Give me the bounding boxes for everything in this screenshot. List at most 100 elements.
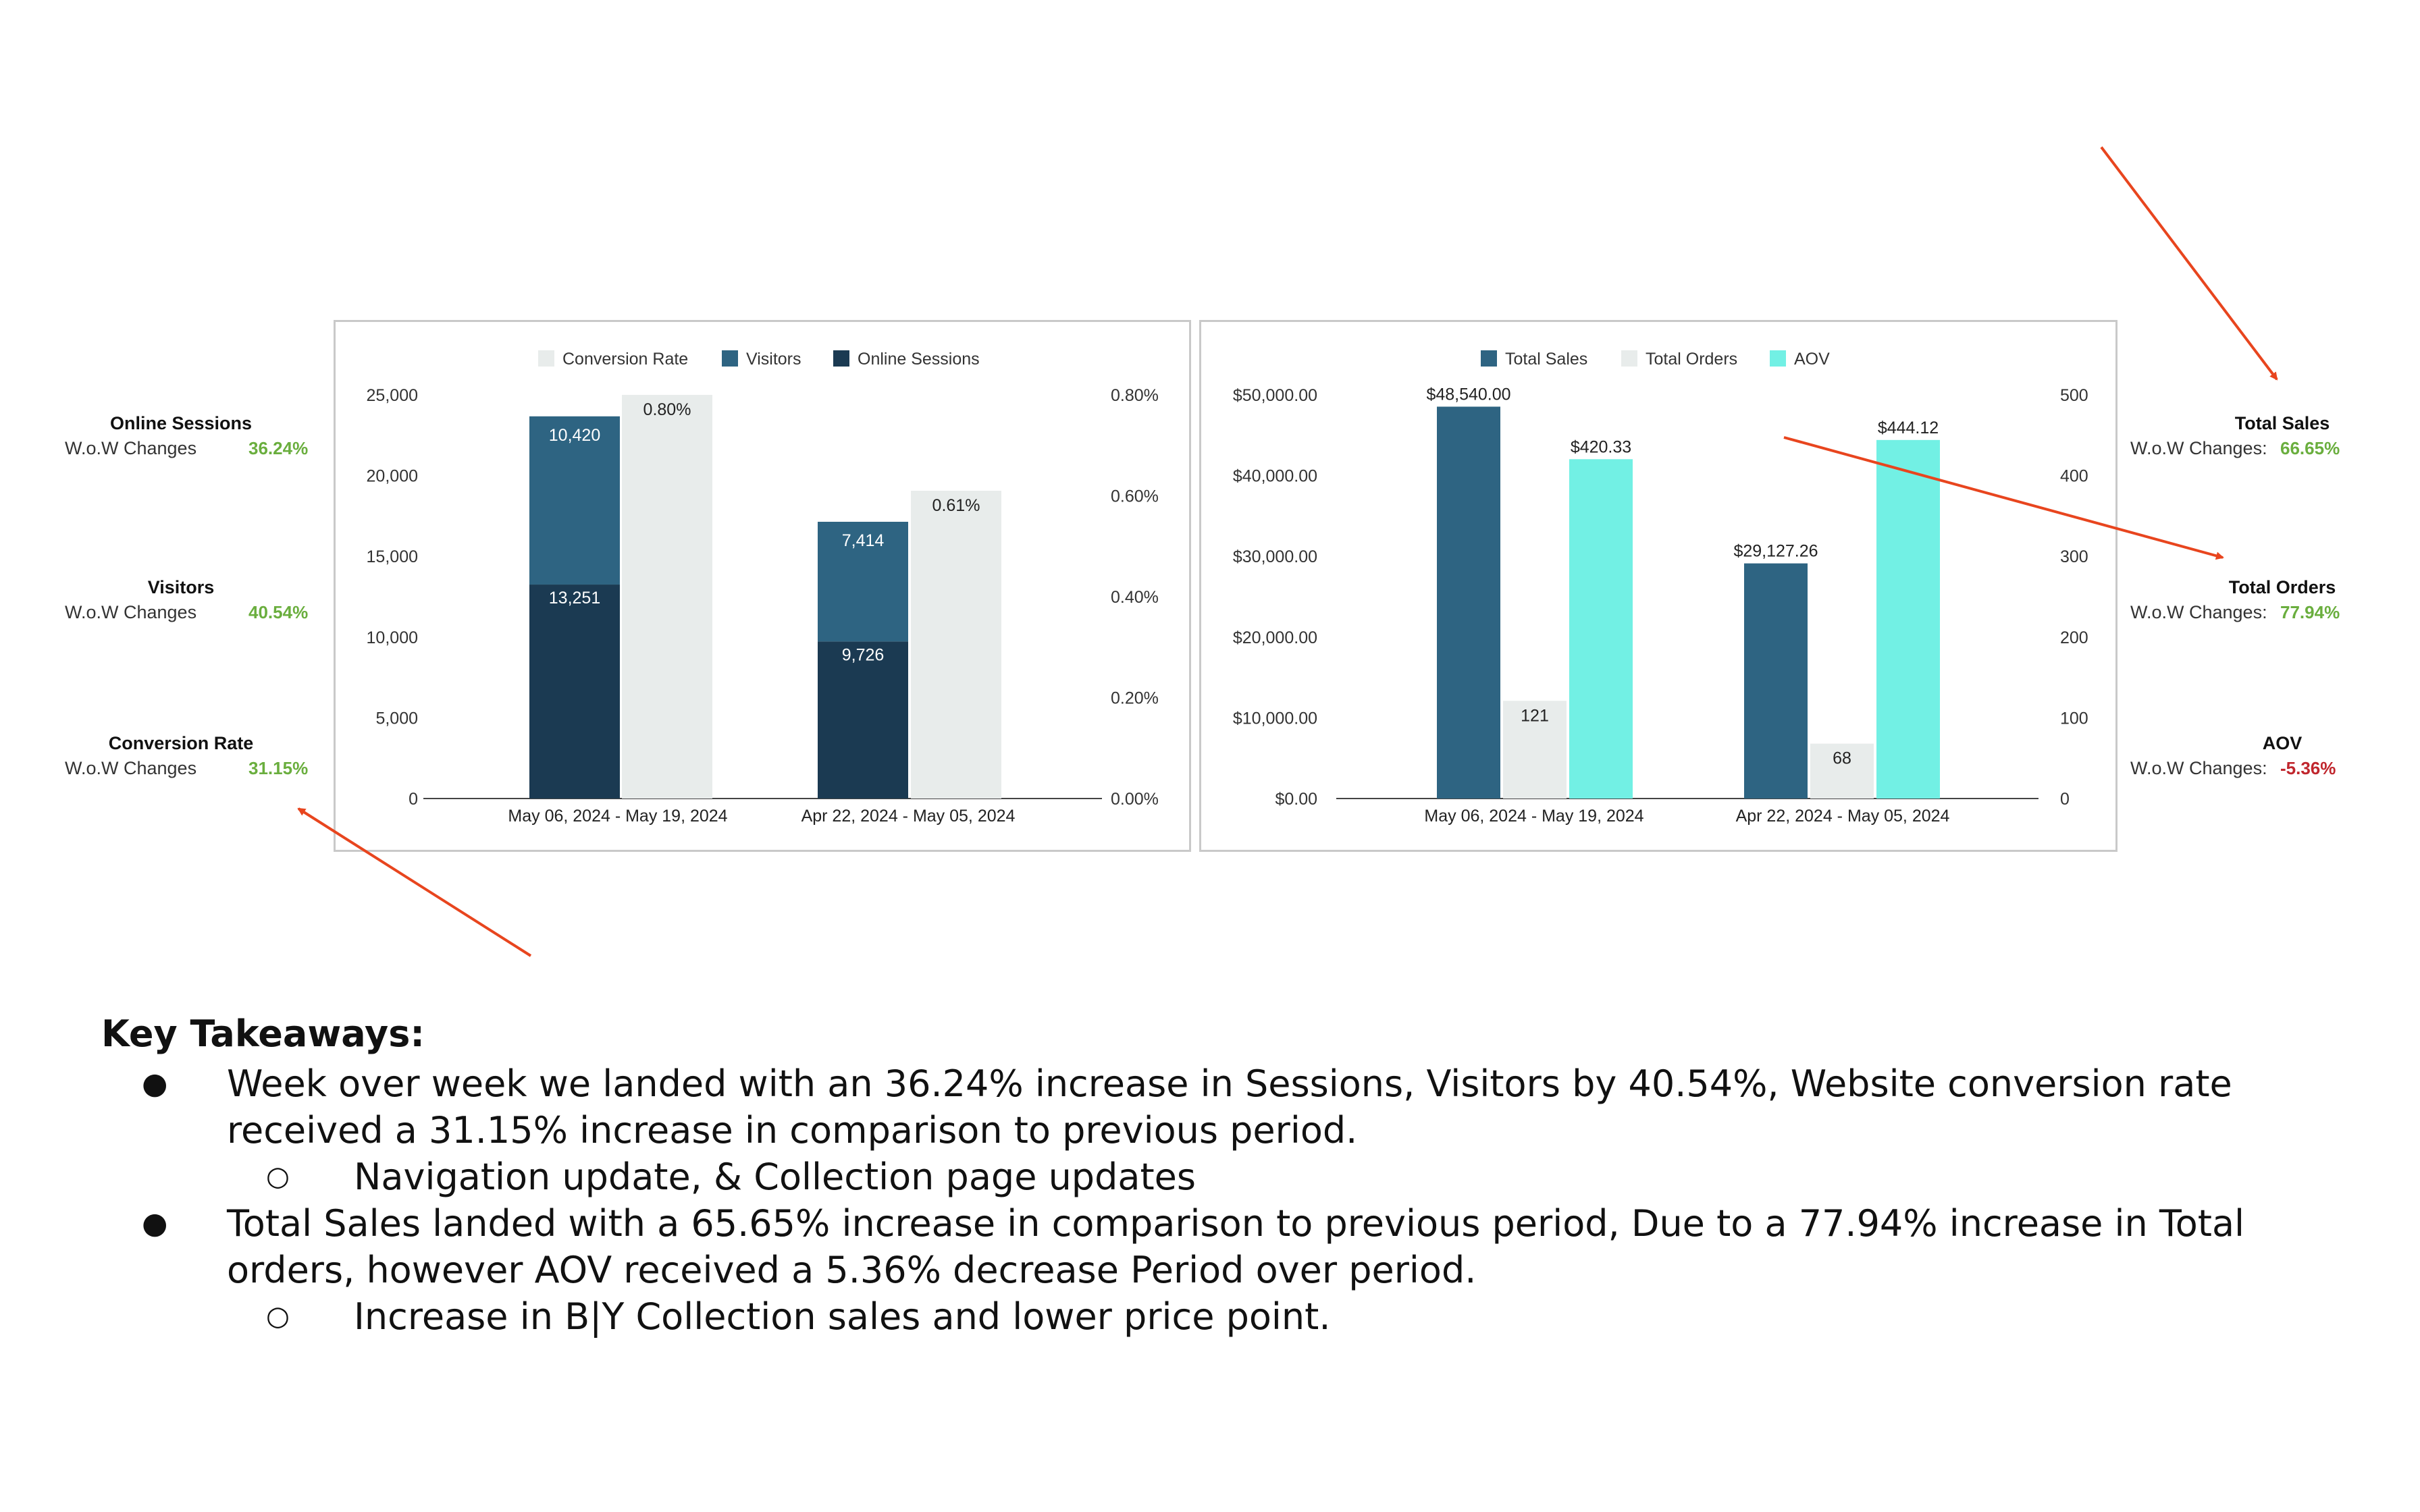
legend-label: AOV — [1794, 350, 1830, 369]
legend-swatch — [1481, 350, 1497, 367]
arrow-to-conversion-rate — [297, 807, 532, 957]
metric-title: Total Sales — [2234, 413, 2330, 433]
y2-tick-label: 0.00% — [1111, 790, 1159, 809]
metric-title: Online Sessions — [109, 413, 253, 433]
metric-value: -5.36% — [2280, 758, 2336, 778]
y2-tick-label: 0.40% — [1111, 588, 1159, 607]
total-sales-bar — [1744, 563, 1808, 799]
sub-bullet-icon: ○ — [266, 1301, 290, 1332]
legend-swatch — [1770, 350, 1786, 367]
y-tick-label: 10,000 — [367, 628, 418, 647]
total-orders-bar — [1810, 743, 1874, 799]
metric-label: W.o.W Changes: — [2130, 438, 2267, 458]
metric-value: 40.54% — [248, 602, 309, 622]
total-sales-data-label: $48,540.00 — [1426, 385, 1510, 404]
x-tick-label: May 06, 2024 - May 19, 2024 — [1424, 807, 1643, 826]
conversion-rate-bar — [622, 395, 712, 799]
online-sessions-bar — [818, 641, 908, 799]
visitors-bar — [818, 522, 908, 642]
y2-tick-label: 400 — [2060, 467, 2088, 486]
bullet-icon: ● — [142, 1206, 168, 1241]
aov-data-label: $444.12 — [1878, 418, 1939, 437]
takeaways-heading: Key Takeaways: — [101, 1013, 425, 1055]
y-tick-label: 15,000 — [367, 547, 418, 566]
y-tick-label: $50,000.00 — [1233, 386, 1317, 405]
metric-value: 36.24% — [248, 438, 309, 458]
metric-label: W.o.W Changes — [65, 438, 197, 458]
conversion-rate-data-label: 0.61% — [932, 496, 980, 515]
y-tick-label: 0 — [409, 790, 418, 809]
legend-label: Conversion Rate — [562, 350, 688, 369]
metric-label: W.o.W Changes: — [2130, 758, 2267, 778]
y2-tick-label: 200 — [2060, 628, 2088, 647]
takeaway-item: ● Week over week we landed with an 36.24… — [142, 1060, 2330, 1154]
online-sessions-bar — [529, 585, 620, 799]
x-tick-label: Apr 22, 2024 - May 05, 2024 — [1736, 807, 1950, 826]
y-tick-label: $40,000.00 — [1233, 467, 1317, 486]
legend-swatch — [833, 350, 849, 367]
arrow-to-total-sales — [2100, 146, 2278, 381]
y-tick-label: 25,000 — [367, 386, 418, 405]
metric-label: W.o.W Changes — [65, 758, 197, 778]
y2-tick-label: 100 — [2060, 709, 2088, 728]
y-tick-label: $30,000.00 — [1233, 547, 1317, 566]
total-sales-bar — [1437, 406, 1500, 799]
key-takeaways: Key Takeaways: ● Week over week we lande… — [101, 1013, 2330, 1340]
takeaway-text: Week over week we landed with an 36.24% … — [227, 1062, 2232, 1152]
bullet-icon: ● — [142, 1066, 168, 1101]
traffic-chart-svg: 0 5,000 10,000 15,000 20,000 25,000 0.00% 0.20%… — [367, 350, 1159, 826]
aov-bar — [1569, 459, 1633, 799]
online-sessions-data-label: 13,251 — [549, 589, 600, 608]
metric-value: 66.65% — [2280, 438, 2340, 458]
total-sales-data-label: $29,127.26 — [1733, 542, 1818, 561]
legend-swatch — [722, 350, 738, 367]
total-orders-data-label: 121 — [1521, 706, 1549, 725]
metric-label: W.o.W Changes — [65, 602, 197, 622]
takeaway-text: Total Sales landed with a 65.65% increas… — [227, 1202, 2245, 1291]
legend-label: Online Sessions — [858, 350, 980, 369]
takeaway-item: ● Total Sales landed with a 65.65% incre… — [142, 1200, 2330, 1293]
online-sessions-data-label: 9,726 — [842, 645, 885, 664]
metric-label: W.o.W Changes: — [2130, 602, 2267, 622]
metric-title: AOV — [2262, 733, 2303, 753]
y-tick-label: $10,000.00 — [1233, 709, 1317, 728]
metric-title: Conversion Rate — [108, 733, 254, 753]
metric-value: 31.15% — [248, 758, 309, 778]
total-orders-bar — [1503, 701, 1567, 799]
legend-swatch — [1621, 350, 1637, 367]
conversion-rate-data-label: 0.80% — [643, 400, 691, 419]
y2-tick-label: 500 — [2060, 386, 2088, 405]
x-tick-label: May 06, 2024 - May 19, 2024 — [508, 807, 727, 826]
y-tick-label: 20,000 — [367, 467, 418, 486]
takeaway-subtext: Increase in B|Y Collection sales and low… — [354, 1295, 1331, 1338]
x-tick-label: Apr 22, 2024 - May 05, 2024 — [801, 807, 1016, 826]
visitors-data-label: 7,414 — [842, 531, 885, 550]
metric-title: Total Orders — [2228, 577, 2336, 597]
metric-value: 77.94% — [2280, 602, 2340, 622]
sales-chart-svg: $0.00 $10,000.00 $20,000.00 $30,000.00 $40,0… — [1233, 350, 2088, 826]
visitors-bar — [529, 416, 620, 585]
takeaway-subitem: ○ Increase in B|Y Collection sales and l… — [266, 1293, 2330, 1340]
takeaway-subitem: ○ Navigation update, & Collection page u… — [266, 1154, 2330, 1200]
aov-bar — [1876, 439, 1940, 799]
legend-label: Visitors — [746, 350, 801, 369]
arrow-to-total-orders — [1783, 436, 2224, 560]
y2-tick-label: 0.80% — [1111, 386, 1159, 405]
legend-swatch — [538, 350, 554, 367]
legend-label: Total Sales — [1505, 350, 1587, 369]
y2-tick-label: 0.60% — [1111, 487, 1159, 506]
sales-chart: $0.00 $10,000.00 $20,000.00 $30,000.00 $40,0… — [1199, 320, 2118, 852]
visitors-data-label: 10,420 — [549, 426, 600, 445]
traffic-chart: 0 5,000 10,000 15,000 20,000 25,000 0.00% 0.20%… — [334, 320, 1191, 852]
y2-tick-label: 0 — [2060, 790, 2070, 809]
y-tick-label: $0.00 — [1275, 790, 1317, 809]
legend-label: Total Orders — [1646, 350, 1737, 369]
total-orders-data-label: 68 — [1833, 749, 1851, 768]
y2-tick-label: 300 — [2060, 547, 2088, 566]
conversion-rate-bar — [911, 491, 1001, 799]
takeaway-subtext: Navigation update, & Collection page upd… — [354, 1156, 1196, 1198]
aov-data-label: $420.33 — [1571, 437, 1631, 456]
y-tick-label: 5,000 — [375, 709, 418, 728]
y2-tick-label: 0.20% — [1111, 689, 1159, 708]
